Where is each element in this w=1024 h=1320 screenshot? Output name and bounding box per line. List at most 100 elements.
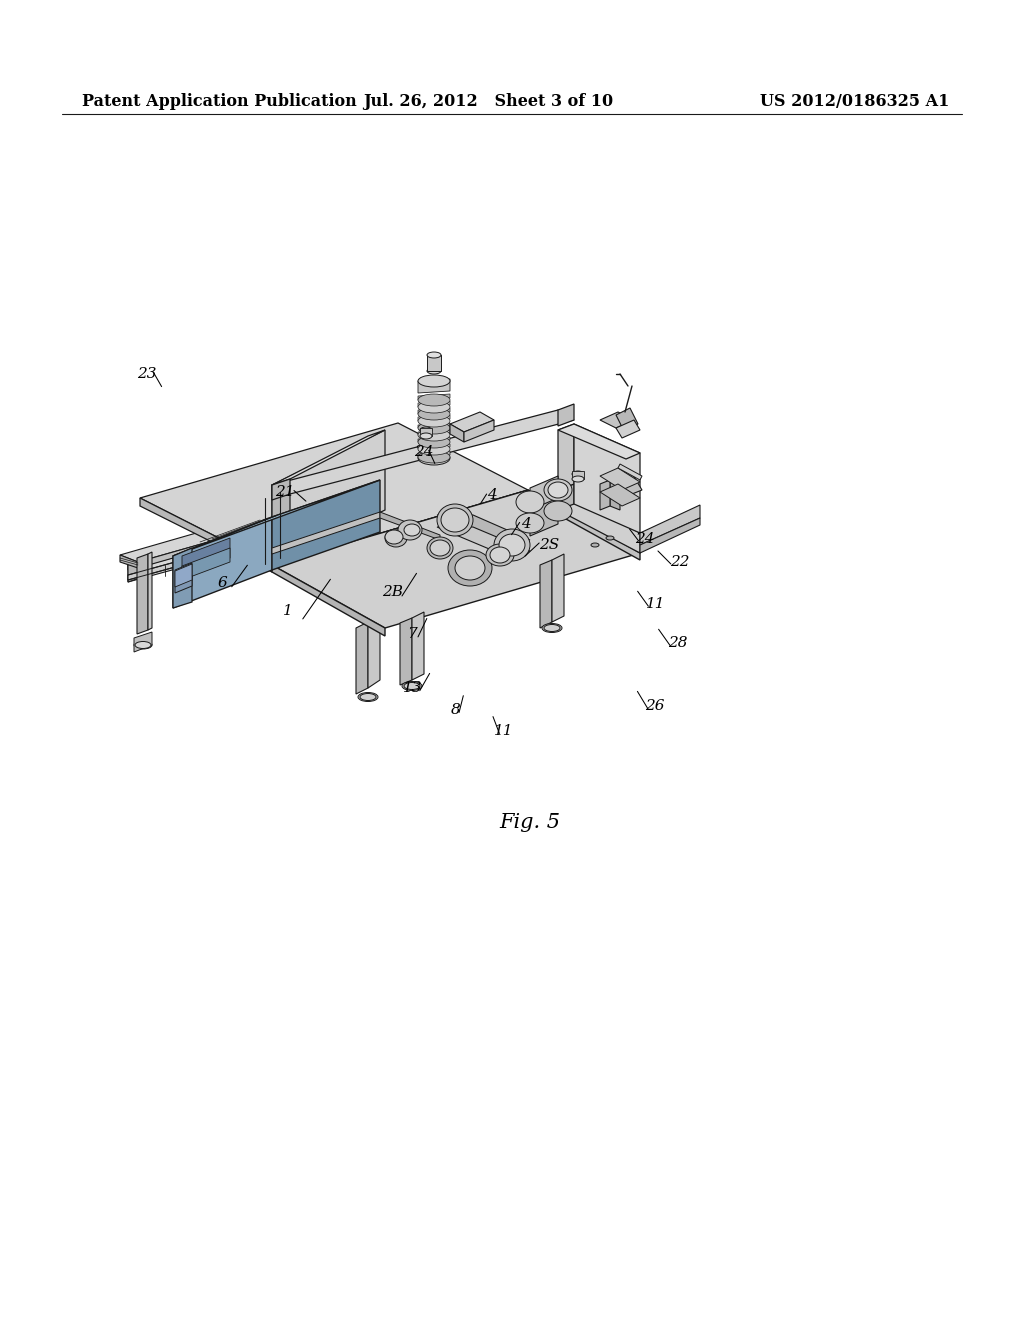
Text: 4: 4 (487, 488, 497, 502)
Polygon shape (272, 490, 640, 628)
Polygon shape (120, 554, 138, 568)
Ellipse shape (544, 502, 572, 521)
Ellipse shape (418, 422, 450, 434)
Ellipse shape (418, 375, 450, 387)
Text: US 2012/0186325 A1: US 2012/0186325 A1 (760, 92, 949, 110)
Ellipse shape (437, 504, 473, 536)
Polygon shape (552, 554, 564, 622)
Polygon shape (128, 490, 400, 582)
Ellipse shape (548, 482, 568, 498)
Polygon shape (600, 412, 634, 428)
Ellipse shape (461, 566, 469, 573)
Ellipse shape (427, 368, 441, 374)
Polygon shape (272, 512, 380, 554)
Ellipse shape (418, 436, 450, 447)
Ellipse shape (420, 426, 432, 433)
Polygon shape (380, 512, 440, 540)
Polygon shape (173, 480, 380, 556)
Polygon shape (128, 490, 400, 570)
Text: 7: 7 (408, 627, 417, 642)
Polygon shape (128, 500, 400, 579)
Text: 2S: 2S (539, 539, 559, 552)
Ellipse shape (606, 536, 614, 540)
Polygon shape (600, 484, 640, 506)
Polygon shape (450, 424, 464, 442)
Polygon shape (528, 490, 640, 560)
Ellipse shape (544, 479, 572, 502)
Text: 22: 22 (671, 554, 690, 569)
Polygon shape (558, 484, 574, 510)
Polygon shape (558, 424, 640, 459)
Ellipse shape (134, 642, 152, 649)
Ellipse shape (499, 535, 525, 556)
Polygon shape (137, 554, 148, 634)
Polygon shape (134, 632, 152, 652)
Polygon shape (418, 437, 450, 442)
Polygon shape (418, 430, 450, 436)
Polygon shape (530, 498, 558, 536)
Ellipse shape (441, 508, 469, 532)
Polygon shape (640, 506, 700, 545)
Ellipse shape (402, 681, 422, 690)
Polygon shape (418, 408, 450, 414)
Polygon shape (572, 471, 584, 479)
Polygon shape (120, 480, 398, 562)
Polygon shape (418, 444, 450, 449)
Polygon shape (616, 420, 640, 438)
Ellipse shape (418, 393, 450, 407)
Ellipse shape (404, 524, 420, 536)
Polygon shape (558, 404, 574, 426)
Polygon shape (618, 465, 642, 480)
Ellipse shape (490, 546, 510, 564)
Text: Jul. 26, 2012   Sheet 3 of 10: Jul. 26, 2012 Sheet 3 of 10 (362, 92, 613, 110)
Polygon shape (640, 517, 700, 553)
Ellipse shape (420, 433, 432, 440)
Ellipse shape (427, 537, 453, 558)
Ellipse shape (469, 568, 477, 574)
Polygon shape (173, 548, 193, 609)
Polygon shape (400, 618, 412, 685)
Polygon shape (450, 412, 494, 432)
Polygon shape (175, 564, 193, 587)
Ellipse shape (466, 568, 474, 574)
Ellipse shape (427, 352, 441, 358)
Polygon shape (418, 393, 450, 400)
Ellipse shape (449, 550, 492, 586)
Polygon shape (418, 422, 450, 428)
Polygon shape (540, 560, 552, 628)
Text: 8: 8 (452, 704, 461, 717)
Polygon shape (272, 430, 385, 565)
Ellipse shape (572, 471, 584, 477)
Polygon shape (616, 408, 638, 432)
Ellipse shape (358, 693, 378, 701)
Ellipse shape (418, 444, 450, 455)
Polygon shape (418, 379, 450, 393)
Ellipse shape (418, 408, 450, 420)
Text: Fig. 5: Fig. 5 (500, 813, 560, 832)
Polygon shape (418, 451, 450, 457)
Polygon shape (182, 539, 230, 576)
Ellipse shape (418, 414, 450, 426)
Polygon shape (272, 479, 290, 565)
Ellipse shape (572, 477, 584, 482)
Text: 2B: 2B (383, 585, 403, 599)
Polygon shape (558, 424, 574, 490)
Ellipse shape (472, 565, 480, 572)
Text: 13: 13 (403, 681, 423, 696)
Polygon shape (530, 477, 558, 516)
Ellipse shape (542, 623, 562, 632)
Ellipse shape (360, 693, 376, 701)
Polygon shape (418, 414, 450, 421)
Text: 28: 28 (669, 636, 688, 649)
Polygon shape (272, 479, 290, 500)
Text: 4: 4 (521, 517, 530, 531)
Polygon shape (356, 622, 368, 694)
Polygon shape (272, 480, 380, 570)
Ellipse shape (385, 531, 403, 544)
Ellipse shape (486, 544, 514, 566)
Ellipse shape (516, 491, 544, 513)
Ellipse shape (544, 624, 560, 631)
Polygon shape (610, 470, 642, 498)
Polygon shape (600, 480, 610, 510)
Text: Patent Application Publication: Patent Application Publication (82, 92, 356, 110)
